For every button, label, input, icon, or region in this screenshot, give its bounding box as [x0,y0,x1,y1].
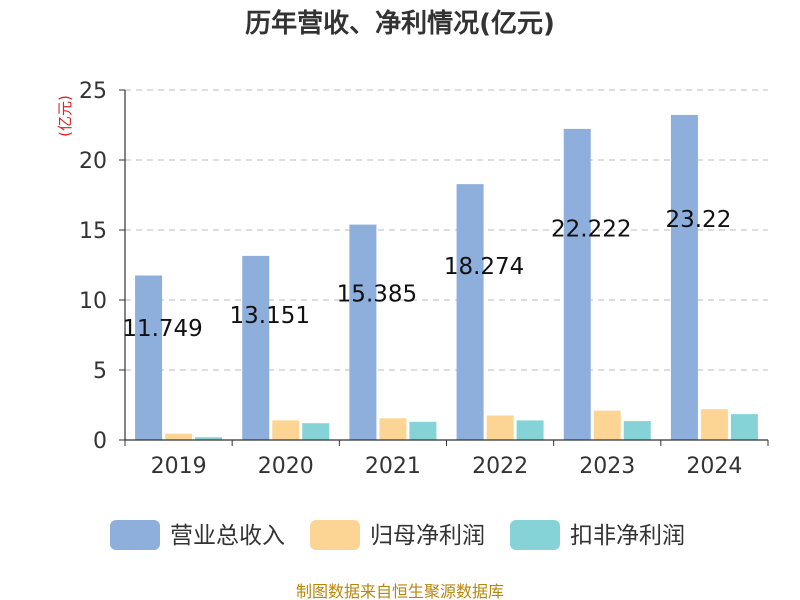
y-tick-label-3: 15 [79,219,107,244]
bars [135,114,758,441]
bar-扣非净利润-2019[interactable] [195,437,223,440]
x-tick-label-2020: 2020 [258,454,314,479]
x-tick-label-2019: 2019 [151,454,207,479]
legend-swatch-扣非净利润[interactable] [510,520,560,550]
gridlines [125,89,768,371]
bar-营业总收入-2024[interactable] [670,114,698,441]
x-tick-label-2021: 2021 [365,454,421,479]
bar-营业总收入-2021[interactable] [349,224,377,440]
legend-label-扣非净利润[interactable]: 扣非净利润 [570,523,685,549]
bar-归母净利润-2024[interactable] [700,409,728,440]
data-label-2022: 18.274 [444,254,524,280]
y-tick-label-1: 5 [93,359,107,384]
axes: 0 5 10 15 20 25 2019 2020 2021 2022 2023 2024 [79,79,769,479]
bar-归母净利润-2023[interactable] [593,410,621,440]
bar-营业总收入-2022[interactable] [456,184,484,440]
source-note: 制图数据来自恒生聚源数据库 [296,582,504,600]
bar-营业总收入-2023[interactable] [563,128,591,440]
bar-归母净利润-2021[interactable] [379,418,407,440]
bar-扣非净利润-2020[interactable] [302,423,330,440]
y-tick-label-0: 0 [93,429,107,454]
legend-label-营业总收入[interactable]: 营业总收入 [170,523,285,549]
bar-营业总收入-2020[interactable] [242,255,270,440]
y-tick-label-2: 10 [79,289,107,314]
bar-归母净利润-2020[interactable] [272,420,300,440]
x-tick-label-2023: 2023 [579,454,635,479]
bar-归母净利润-2019[interactable] [165,433,193,440]
bar-扣非净利润-2021[interactable] [409,421,437,440]
data-label-2020: 13.151 [230,303,310,329]
bar-扣非净利润-2023[interactable] [623,421,651,440]
y-tick-label-5: 25 [79,79,107,104]
bar-扣非净利润-2022[interactable] [516,420,544,440]
x-tick-label-2024: 2024 [686,454,742,479]
bar-归母净利润-2022[interactable] [486,415,514,441]
y-tick-label-4: 20 [79,149,107,174]
y-axis-unit: (亿元) [56,95,74,137]
legend[interactable]: 营业总收入 归母净利润 扣非净利润 [110,520,685,550]
data-label-2021: 15.385 [337,282,417,308]
bar-营业总收入-2019[interactable] [135,275,163,440]
data-labels: 11.749 13.151 15.385 18.274 22.222 23.22 [122,207,731,342]
chart-title: 历年营收、净利情况(亿元) [245,8,555,39]
legend-swatch-营业总收入[interactable] [110,520,160,550]
bar-扣非净利润-2024[interactable] [730,414,758,440]
x-tick-label-2022: 2022 [472,454,528,479]
legend-swatch-归母净利润[interactable] [310,520,360,550]
data-label-2024: 23.22 [665,207,731,233]
data-label-2023: 22.222 [551,216,631,242]
data-label-2019: 11.749 [122,316,202,342]
legend-label-归母净利润[interactable]: 归母净利润 [370,523,485,549]
